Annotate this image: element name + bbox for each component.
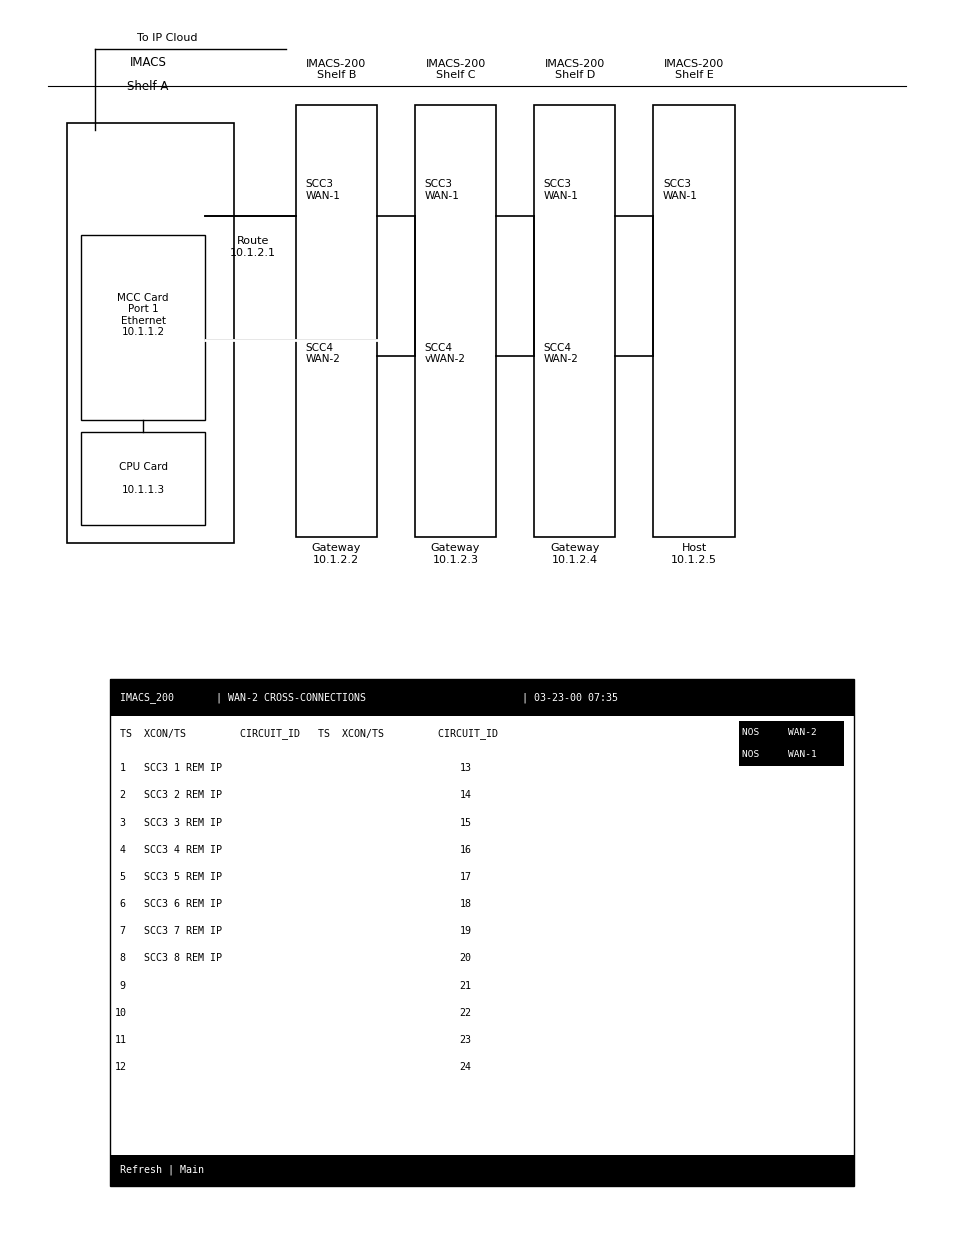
Text: SCC3
WAN-1: SCC3 WAN-1 (424, 179, 459, 200)
Text: SCC3
WAN-1: SCC3 WAN-1 (543, 179, 578, 200)
Text: IMACS_200       | WAN-2 CROSS-CONNECTIONS                          | 03-23-00 07: IMACS_200 | WAN-2 CROSS-CONNECTIONS | 03… (114, 693, 618, 703)
Text: Host
10.1.2.5: Host 10.1.2.5 (670, 543, 717, 564)
Text: 23: 23 (459, 1035, 471, 1045)
Text: 18: 18 (459, 899, 471, 909)
Text: IMACS-200
Shelf E: IMACS-200 Shelf E (663, 59, 723, 80)
Text: 1   SCC3 1 REM IP: 1 SCC3 1 REM IP (114, 763, 222, 773)
Text: 5   SCC3 5 REM IP: 5 SCC3 5 REM IP (114, 872, 222, 882)
Text: 11: 11 (114, 1035, 127, 1045)
Text: 3   SCC3 3 REM IP: 3 SCC3 3 REM IP (114, 818, 222, 827)
Text: Route
10.1.2.1: Route 10.1.2.1 (230, 236, 275, 258)
Bar (67, 124, 233, 543)
Text: SCC3
WAN-1: SCC3 WAN-1 (305, 179, 340, 200)
Text: Shelf A: Shelf A (127, 80, 169, 94)
Text: IMACS: IMACS (130, 56, 166, 69)
Text: Gateway
10.1.2.4: Gateway 10.1.2.4 (550, 543, 598, 564)
Text: SCC3
WAN-1: SCC3 WAN-1 (662, 179, 698, 200)
Text: 10: 10 (114, 1008, 127, 1018)
Text: 9: 9 (114, 981, 127, 990)
Text: 22: 22 (459, 1008, 471, 1018)
Text: 7   SCC3 7 REM IP: 7 SCC3 7 REM IP (114, 926, 222, 936)
Bar (81, 235, 205, 420)
Text: SCC4
WAN-2: SCC4 WAN-2 (305, 343, 340, 364)
Text: IMACS-200
Shelf D: IMACS-200 Shelf D (544, 59, 604, 80)
Text: 20: 20 (459, 953, 471, 963)
Text: TS  XCON/TS         CIRCUIT_ID   TS  XCON/TS         CIRCUIT_ID: TS XCON/TS CIRCUIT_ID TS XCON/TS CIRCUIT… (114, 729, 498, 739)
Text: Gateway
10.1.2.3: Gateway 10.1.2.3 (431, 543, 479, 564)
Text: 13: 13 (459, 763, 471, 773)
Bar (295, 105, 376, 537)
Bar (415, 105, 496, 537)
Text: IMACS-200
Shelf C: IMACS-200 Shelf C (425, 59, 485, 80)
Bar (110, 679, 853, 1186)
Bar (534, 105, 615, 537)
Text: 2   SCC3 2 REM IP: 2 SCC3 2 REM IP (114, 790, 222, 800)
Text: 8   SCC3 8 REM IP: 8 SCC3 8 REM IP (114, 953, 222, 963)
Text: 4   SCC3 4 REM IP: 4 SCC3 4 REM IP (114, 845, 222, 855)
Text: Gateway
10.1.2.2: Gateway 10.1.2.2 (312, 543, 360, 564)
Text: MCC Card
Port 1
Ethernet
10.1.1.2: MCC Card Port 1 Ethernet 10.1.1.2 (117, 293, 169, 337)
Text: 16: 16 (459, 845, 471, 855)
Text: 6   SCC3 6 REM IP: 6 SCC3 6 REM IP (114, 899, 222, 909)
Bar (81, 432, 205, 525)
Bar (110, 1155, 853, 1186)
Bar (653, 105, 734, 537)
Text: CPU Card

10.1.1.3: CPU Card 10.1.1.3 (118, 462, 168, 495)
Bar (739, 743, 843, 766)
Bar (739, 721, 843, 743)
Text: SCC4
WAN-2: SCC4 WAN-2 (543, 343, 578, 364)
Text: 14: 14 (459, 790, 471, 800)
Text: To IP Cloud: To IP Cloud (136, 33, 197, 43)
Text: 17: 17 (459, 872, 471, 882)
Text: 24: 24 (459, 1062, 471, 1072)
Text: 15: 15 (459, 818, 471, 827)
Text: Refresh | Main: Refresh | Main (114, 1165, 204, 1176)
Text: NOS     WAN-2: NOS WAN-2 (741, 727, 816, 737)
Text: NOS     WAN-1: NOS WAN-1 (741, 750, 816, 760)
Text: 12: 12 (114, 1062, 127, 1072)
Text: 19: 19 (459, 926, 471, 936)
Text: IMACS-200
Shelf B: IMACS-200 Shelf B (306, 59, 366, 80)
Text: 21: 21 (459, 981, 471, 990)
Text: SCC4
vWAN-2: SCC4 vWAN-2 (424, 343, 465, 364)
Bar (110, 679, 853, 716)
